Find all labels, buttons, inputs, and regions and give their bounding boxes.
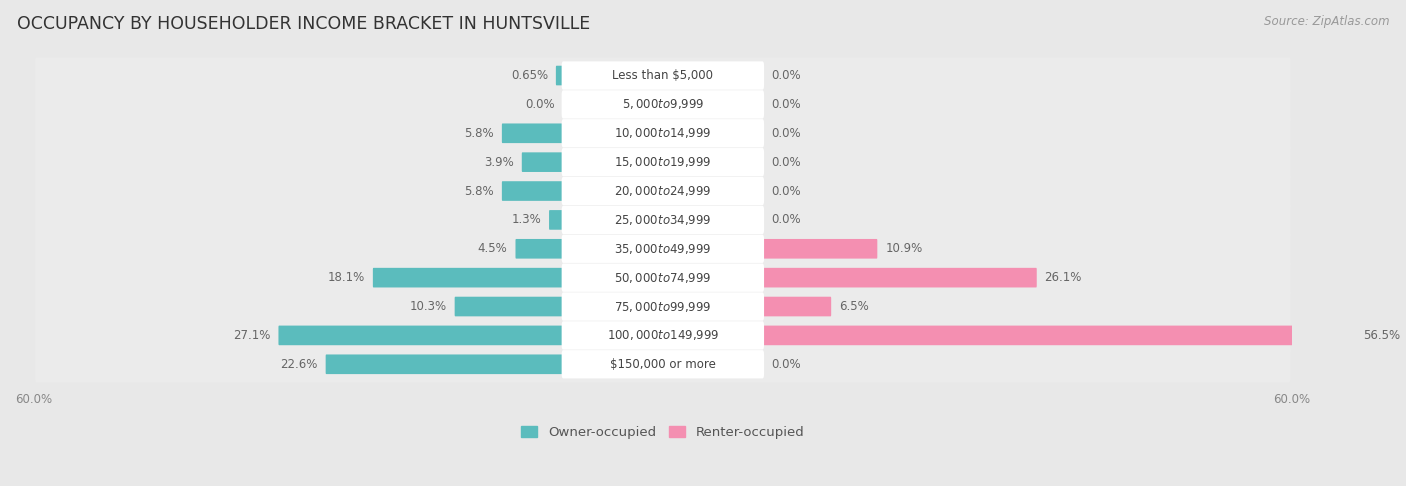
- Text: 0.0%: 0.0%: [770, 185, 800, 197]
- Text: 22.6%: 22.6%: [280, 358, 318, 371]
- Text: $150,000 or more: $150,000 or more: [610, 358, 716, 371]
- FancyBboxPatch shape: [561, 321, 763, 349]
- Legend: Owner-occupied, Renter-occupied: Owner-occupied, Renter-occupied: [522, 426, 804, 439]
- Text: Source: ZipAtlas.com: Source: ZipAtlas.com: [1264, 15, 1389, 28]
- Text: $15,000 to $19,999: $15,000 to $19,999: [614, 155, 711, 169]
- FancyBboxPatch shape: [373, 268, 564, 288]
- FancyBboxPatch shape: [35, 144, 1291, 180]
- Text: 0.0%: 0.0%: [770, 213, 800, 226]
- FancyBboxPatch shape: [561, 148, 763, 176]
- FancyBboxPatch shape: [561, 90, 763, 119]
- FancyBboxPatch shape: [762, 297, 831, 316]
- FancyBboxPatch shape: [561, 119, 763, 147]
- Text: 10.3%: 10.3%: [409, 300, 447, 313]
- FancyBboxPatch shape: [35, 288, 1291, 325]
- Text: 0.0%: 0.0%: [770, 98, 800, 111]
- FancyBboxPatch shape: [561, 61, 763, 90]
- FancyBboxPatch shape: [35, 57, 1291, 94]
- Text: $25,000 to $34,999: $25,000 to $34,999: [614, 213, 711, 227]
- Text: $35,000 to $49,999: $35,000 to $49,999: [614, 242, 711, 256]
- FancyBboxPatch shape: [35, 346, 1291, 382]
- Text: 6.5%: 6.5%: [839, 300, 869, 313]
- Text: 0.65%: 0.65%: [510, 69, 548, 82]
- Text: 0.0%: 0.0%: [770, 69, 800, 82]
- FancyBboxPatch shape: [502, 181, 564, 201]
- Text: $10,000 to $14,999: $10,000 to $14,999: [614, 126, 711, 140]
- Text: $50,000 to $74,999: $50,000 to $74,999: [614, 271, 711, 285]
- FancyBboxPatch shape: [516, 239, 564, 259]
- FancyBboxPatch shape: [278, 326, 564, 345]
- FancyBboxPatch shape: [326, 354, 564, 374]
- Text: 0.0%: 0.0%: [770, 358, 800, 371]
- Text: 4.5%: 4.5%: [478, 243, 508, 255]
- FancyBboxPatch shape: [762, 268, 1036, 288]
- Text: 56.5%: 56.5%: [1364, 329, 1400, 342]
- FancyBboxPatch shape: [762, 326, 1355, 345]
- Text: 18.1%: 18.1%: [328, 271, 366, 284]
- FancyBboxPatch shape: [454, 297, 564, 316]
- FancyBboxPatch shape: [561, 177, 763, 205]
- Text: Less than $5,000: Less than $5,000: [613, 69, 713, 82]
- Text: 5.8%: 5.8%: [464, 127, 494, 140]
- FancyBboxPatch shape: [35, 260, 1291, 296]
- Text: 27.1%: 27.1%: [233, 329, 270, 342]
- FancyBboxPatch shape: [762, 239, 877, 259]
- FancyBboxPatch shape: [561, 235, 763, 263]
- FancyBboxPatch shape: [561, 293, 763, 321]
- FancyBboxPatch shape: [555, 66, 564, 86]
- Text: 10.9%: 10.9%: [886, 243, 922, 255]
- FancyBboxPatch shape: [35, 115, 1291, 152]
- FancyBboxPatch shape: [35, 173, 1291, 209]
- Text: $100,000 to $149,999: $100,000 to $149,999: [606, 329, 718, 343]
- FancyBboxPatch shape: [561, 206, 763, 234]
- Text: 0.0%: 0.0%: [770, 127, 800, 140]
- Text: $20,000 to $24,999: $20,000 to $24,999: [614, 184, 711, 198]
- FancyBboxPatch shape: [561, 350, 763, 379]
- Text: 1.3%: 1.3%: [512, 213, 541, 226]
- FancyBboxPatch shape: [561, 263, 763, 292]
- FancyBboxPatch shape: [35, 230, 1291, 267]
- Text: OCCUPANCY BY HOUSEHOLDER INCOME BRACKET IN HUNTSVILLE: OCCUPANCY BY HOUSEHOLDER INCOME BRACKET …: [17, 15, 591, 33]
- Text: 3.9%: 3.9%: [484, 156, 515, 169]
- Text: $75,000 to $99,999: $75,000 to $99,999: [614, 299, 711, 313]
- FancyBboxPatch shape: [35, 202, 1291, 238]
- FancyBboxPatch shape: [35, 317, 1291, 354]
- Text: 0.0%: 0.0%: [770, 156, 800, 169]
- Text: 0.0%: 0.0%: [526, 98, 555, 111]
- Text: $5,000 to $9,999: $5,000 to $9,999: [621, 97, 704, 111]
- FancyBboxPatch shape: [502, 123, 564, 143]
- Text: 26.1%: 26.1%: [1045, 271, 1083, 284]
- FancyBboxPatch shape: [522, 152, 564, 172]
- Text: 5.8%: 5.8%: [464, 185, 494, 197]
- FancyBboxPatch shape: [35, 86, 1291, 122]
- FancyBboxPatch shape: [550, 210, 564, 230]
